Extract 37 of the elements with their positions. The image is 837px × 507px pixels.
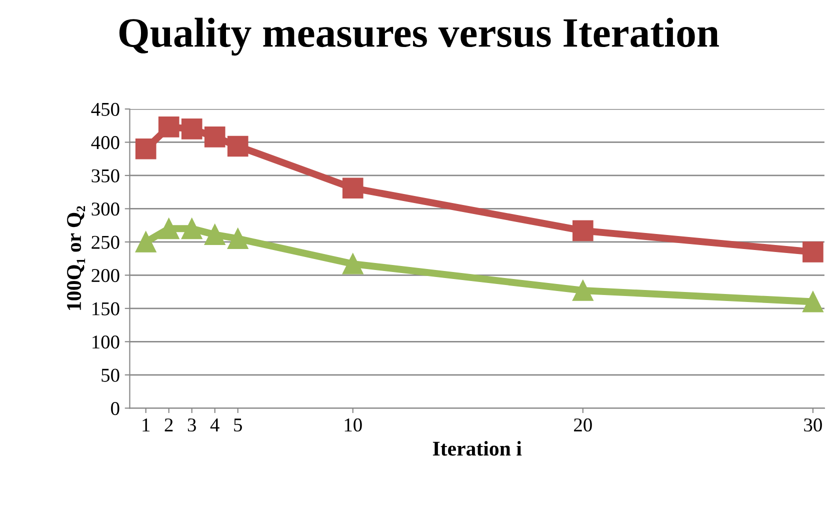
x-tick-label: 1 — [142, 418, 150, 432]
y-tick-label: 150 — [92, 302, 120, 316]
point — [802, 291, 824, 312]
point — [572, 220, 594, 242]
y-tick-label: 250 — [92, 236, 120, 249]
y-tick-label: 400 — [91, 136, 120, 150]
point — [204, 224, 226, 246]
point — [135, 138, 156, 160]
point — [181, 118, 202, 140]
y-axis-title: 100Q₁ or Q₂ — [67, 206, 86, 310]
point — [135, 232, 156, 252]
x-tick-label: 2 — [164, 418, 173, 432]
point — [342, 178, 364, 199]
point — [181, 218, 202, 240]
y-tick-label: 450 — [91, 102, 120, 116]
y-tick-label: 100 — [92, 335, 120, 349]
y-tick-label: 0 — [111, 402, 120, 416]
point — [572, 280, 594, 301]
point — [227, 228, 248, 250]
point — [204, 126, 226, 148]
x-axis-title: Iteration i — [432, 441, 522, 456]
chart-title: Quality measures versus Iteration — [119, 18, 719, 56]
point — [802, 242, 824, 262]
x-tick-label: 30 — [804, 418, 822, 432]
y-tick-label: 300 — [92, 202, 120, 216]
point — [158, 218, 180, 240]
x-tick-label: 20 — [574, 418, 592, 432]
x-tick-label: 10 — [344, 418, 362, 432]
x-tick-label: 3 — [188, 418, 196, 432]
y-tick-label: 350 — [92, 169, 120, 182]
point — [158, 116, 180, 138]
x-tick-label: 4 — [210, 418, 220, 432]
y-tick-label: 200 — [92, 269, 120, 282]
x-tick-label: 5 — [234, 418, 242, 432]
y-tick-label: 50 — [102, 368, 120, 382]
point — [342, 253, 364, 274]
point — [227, 136, 248, 157]
